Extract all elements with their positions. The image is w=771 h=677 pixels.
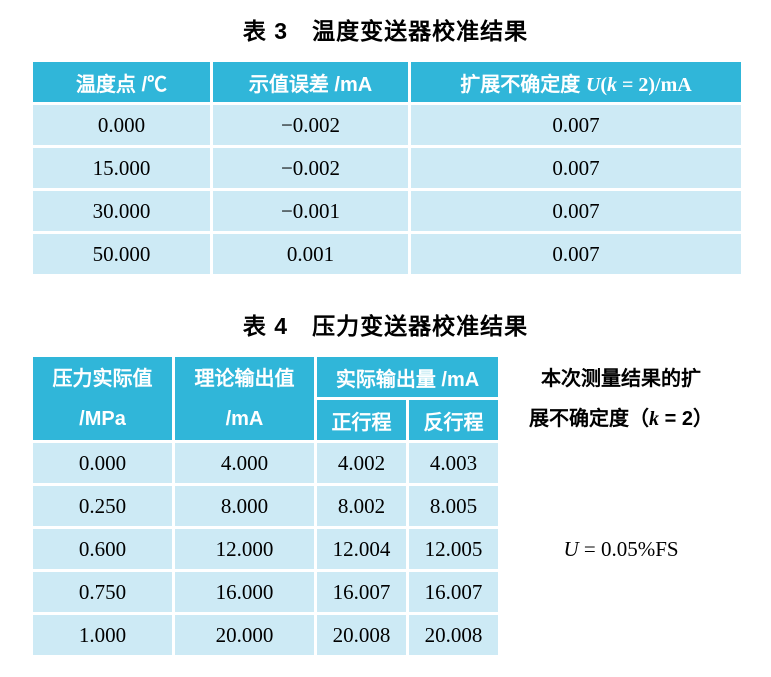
table-row: 0.750 16.000 16.007 16.007 xyxy=(30,569,743,615)
cell-pressure: 0.750 xyxy=(30,569,175,615)
table3-header-temperature-point: 温度点 /℃ xyxy=(30,59,213,105)
header-text: ( xyxy=(600,73,607,96)
table-row: 50.000 0.001 0.007 xyxy=(30,231,744,277)
math-symbol-U: U xyxy=(585,73,601,96)
table4-header-row-1: 压力实际值 /MPa 理论输出值 /mA 实际输出量 /mA 本次测量结果的扩 … xyxy=(30,354,744,443)
cell-temperature: 30.000 xyxy=(30,188,213,234)
table-row: 0.000 −0.002 0.007 xyxy=(30,102,744,148)
header-line: /MPa xyxy=(79,407,126,430)
table-row: 30.000 −0.001 0.007 xyxy=(30,188,744,234)
header-text: 扩展不确定度 xyxy=(460,73,586,96)
cell-forward: 4.002 xyxy=(314,440,409,486)
header-line: 理论输出值 xyxy=(194,367,295,390)
cell-error: −0.002 xyxy=(210,102,411,148)
cell-temperature: 15.000 xyxy=(30,145,213,191)
header-line: 展不确定度（k = 2） xyxy=(501,399,741,439)
math-symbol-k: k xyxy=(649,407,660,430)
table-row: 0.000 4.000 4.002 4.003 U = 0.05%FS xyxy=(30,440,744,658)
cell-forward: 20.008 xyxy=(314,612,409,658)
cell-temperature: 0.000 xyxy=(30,102,213,148)
header-text: = 2)/mA xyxy=(616,73,692,96)
math-symbol-U: U xyxy=(563,536,579,561)
table3-header-expanded-uncertainty: 扩展不确定度 U(k = 2)/mA xyxy=(408,59,744,105)
cell-pressure: 0.000 xyxy=(30,440,175,486)
table-row: 1.000 20.000 20.008 20.008 xyxy=(30,612,743,658)
table-row: 0.250 8.000 8.002 8.005 xyxy=(30,483,743,529)
cell-forward: 16.007 xyxy=(314,569,409,615)
cell-theoretical: 20.000 xyxy=(172,612,317,658)
table4-header-expanded-uncertainty: 本次测量结果的扩 展不确定度（k = 2） xyxy=(498,354,744,443)
table4-pressure-calibration: 压力实际值 /MPa 理论输出值 /mA 实际输出量 /mA 本次测量结果的扩 … xyxy=(30,354,744,658)
table4-header-theoretical-output: 理论输出值 /mA xyxy=(172,354,317,443)
cell-theoretical: 16.000 xyxy=(172,569,317,615)
table4-header-forward-stroke: 正行程 xyxy=(314,397,409,443)
table4-header-actual-output-group: 实际输出量 /mA xyxy=(314,354,501,400)
table4-header-row-2: 正行程 反行程 xyxy=(32,397,743,443)
header-line: 压力实际值 xyxy=(52,367,153,390)
cell-reverse: 20.008 xyxy=(406,612,501,658)
cell-theoretical: 8.000 xyxy=(172,483,317,529)
cell-uncertainty: 0.007 xyxy=(408,231,744,277)
cell-uncertainty: 0.007 xyxy=(408,188,744,234)
table3-header-indication-error: 示值误差 /mA xyxy=(210,59,411,105)
cell-pressure: 0.600 xyxy=(30,526,175,572)
cell-theoretical: 4.000 xyxy=(172,440,317,486)
cell-theoretical: 12.000 xyxy=(172,526,317,572)
cell-temperature: 50.000 xyxy=(30,231,213,277)
cell-reverse: 4.003 xyxy=(406,440,501,486)
cell-uncertainty: 0.007 xyxy=(408,102,744,148)
cell-pressure: 0.250 xyxy=(30,483,175,529)
header-text: 展不确定度（ xyxy=(529,407,650,430)
math-symbol-k: k xyxy=(606,73,617,96)
header-text: = 2） xyxy=(659,407,713,430)
table4-header-reverse-stroke: 反行程 xyxy=(406,397,501,443)
cell-error: −0.002 xyxy=(210,145,411,191)
table-row: 0.600 12.000 12.004 12.005 xyxy=(30,526,743,572)
cell-error: −0.001 xyxy=(210,188,411,234)
cell-error: 0.001 xyxy=(210,231,411,277)
table4-title: 表 4 压力变送器校准结果 xyxy=(242,313,529,339)
table3-temperature-calibration: 温度点 /℃ 示值误差 /mA 扩展不确定度 U(k = 2)/mA 0.000… xyxy=(30,59,744,277)
cell-forward: 12.004 xyxy=(314,526,409,572)
cell-reverse: 16.007 xyxy=(406,569,501,615)
header-line: 本次测量结果的扩 xyxy=(541,367,701,390)
cell-forward: 8.002 xyxy=(314,483,409,529)
table3-title: 表 3 温度变送器校准结果 xyxy=(242,18,529,44)
page: 表 3 温度变送器校准结果 温度点 /℃ 示值误差 /mA 扩展不确定度 U(k… xyxy=(30,18,744,658)
cell-reverse: 8.005 xyxy=(406,483,501,529)
header-line: /mA xyxy=(225,407,264,430)
uncertainty-value: = 0.05%FS xyxy=(578,536,679,561)
table4-header-actual-pressure: 压力实际值 /MPa xyxy=(30,354,175,443)
cell-uncertainty-merged: U = 0.05%FS xyxy=(498,440,744,658)
table-row: 15.000 −0.002 0.007 xyxy=(30,145,744,191)
cell-reverse: 12.005 xyxy=(406,526,501,572)
table3-header-row: 温度点 /℃ 示值误差 /mA 扩展不确定度 U(k = 2)/mA xyxy=(30,59,744,105)
cell-uncertainty: 0.007 xyxy=(408,145,744,191)
cell-pressure: 1.000 xyxy=(30,612,175,658)
